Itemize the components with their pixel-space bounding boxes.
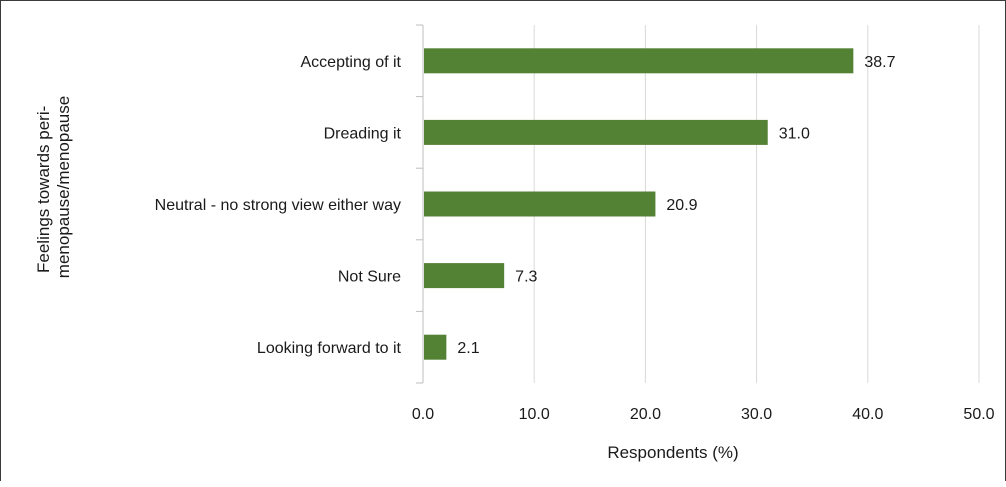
- value-label-3: 7.3: [515, 269, 537, 286]
- bar-3: [424, 263, 505, 289]
- y-axis-title: Feelings towards peri- menopause/menopau…: [34, 96, 73, 278]
- value-label-0: 38.7: [864, 54, 895, 71]
- x-tick-label-0: 0.0: [412, 406, 434, 423]
- value-label-4: 2.1: [457, 340, 479, 357]
- bar-0: [424, 48, 854, 74]
- x-tick-labels: 0.0 10.0 20.0 30.0 40.0 50.0: [412, 406, 995, 423]
- value-labels: 38.7 31.0 20.9 7.3 2.1: [457, 54, 895, 357]
- bars: [424, 48, 854, 360]
- x-tick-label-4: 40.0: [852, 406, 883, 423]
- x-axis-title: Respondents (%): [607, 443, 738, 462]
- category-label-2: Neutral - no strong view either way: [155, 197, 401, 214]
- y-axis: [416, 24, 424, 384]
- x-tick-label-3: 30.0: [741, 406, 772, 423]
- category-label-4: Looking forward to it: [257, 340, 402, 357]
- gridlines: [533, 25, 980, 383]
- bar-2: [424, 191, 656, 217]
- category-label-0: Accepting of it: [301, 54, 402, 71]
- x-tick-label-5: 50.0: [963, 406, 994, 423]
- y-axis-title-line-2: menopause/menopause: [54, 96, 73, 278]
- value-label-1: 31.0: [779, 125, 810, 142]
- x-tick-label-2: 20.0: [630, 406, 661, 423]
- bar-4: [424, 334, 447, 360]
- y-axis-title-line-1: Feelings towards peri-: [34, 106, 53, 273]
- value-label-2: 20.9: [666, 197, 697, 214]
- category-label-1: Dreading it: [324, 125, 402, 142]
- x-tick-label-1: 10.0: [519, 406, 550, 423]
- category-label-3: Not Sure: [338, 269, 401, 286]
- category-labels: Accepting of it Dreading it Neutral - no s…: [155, 54, 402, 357]
- bar-1: [424, 119, 768, 145]
